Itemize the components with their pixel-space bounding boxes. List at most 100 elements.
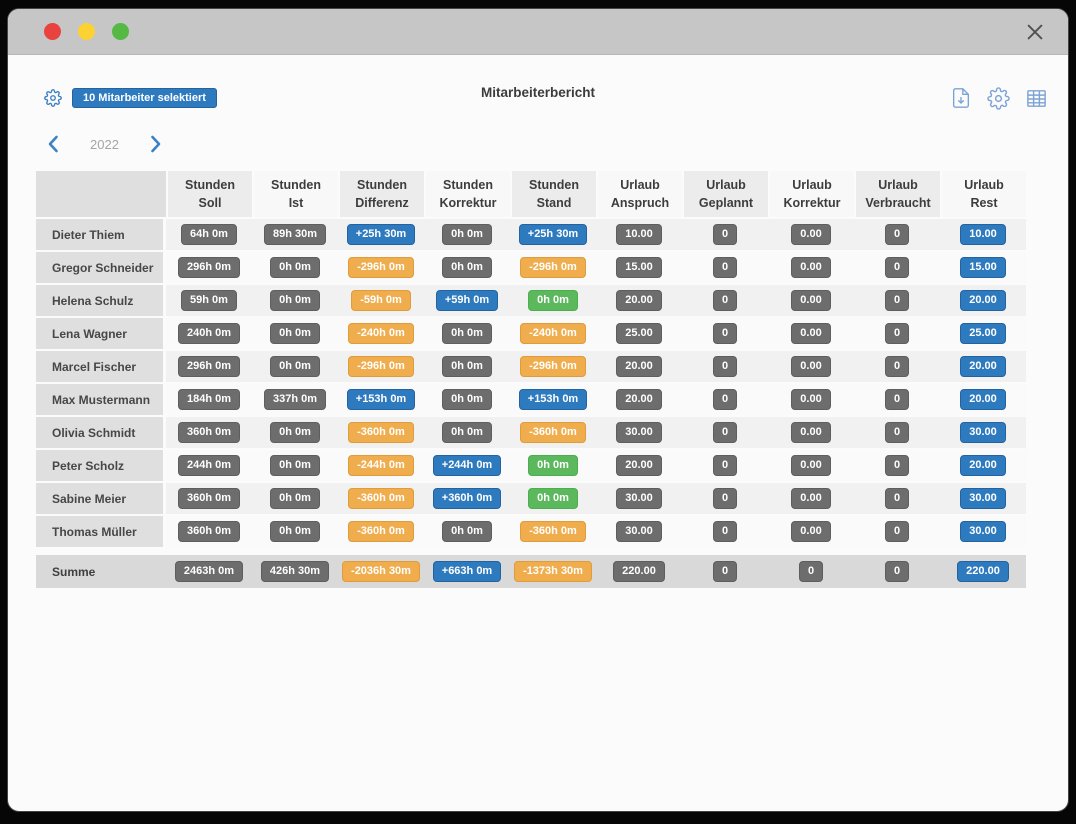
table-cell: 360h 0m <box>166 483 252 514</box>
table-cell: 0h 0m <box>424 252 510 283</box>
table-cell: 25.00 <box>596 318 682 349</box>
table-row: Dieter Thiem 64h 0m 89h 30m +25h 30m 0h 0m +2… <box>36 219 1026 250</box>
value-badge: 296h 0m <box>177 256 241 279</box>
value-badge: 0 <box>712 256 738 279</box>
traffic-light-minimize[interactable] <box>78 23 95 40</box>
column-header: Urlaub Korrektur <box>768 171 854 217</box>
value-badge: 15.00 <box>960 256 1006 279</box>
value-badge: 0.00 <box>791 355 831 378</box>
gear-icon <box>987 86 1010 110</box>
next-year-button[interactable] <box>139 131 171 157</box>
table-cell: -59h 0m <box>338 285 424 316</box>
column-header <box>36 171 166 217</box>
table-cell: 0 <box>682 219 768 250</box>
close-button[interactable] <box>1020 17 1050 47</box>
gear-icon <box>44 89 62 107</box>
table-cell: 0 <box>682 417 768 448</box>
table-cell: 89h 30m <box>252 219 338 250</box>
value-badge: 220.00 <box>957 560 1009 583</box>
value-badge: 184h 0m <box>177 388 241 411</box>
table-cell: 0 <box>854 384 940 415</box>
previous-year-button[interactable] <box>38 131 70 157</box>
table-cell: +153h 0m <box>510 384 596 415</box>
value-badge: 0h 0m <box>442 256 492 279</box>
employee-filter-settings-button[interactable] <box>44 89 62 107</box>
table-cell: -360h 0m <box>338 417 424 448</box>
table-cell: 0 <box>854 450 940 481</box>
table-cell: 296h 0m <box>166 252 252 283</box>
table-cell: 0 <box>854 285 940 316</box>
chevron-left-icon <box>48 135 58 153</box>
value-badge: 0 <box>884 421 910 444</box>
value-badge: 0 <box>712 223 738 246</box>
value-badge: 0.00 <box>791 256 831 279</box>
value-badge: -1373h 30m <box>514 560 592 583</box>
traffic-light-zoom[interactable] <box>112 23 129 40</box>
column-header: Stunden Soll <box>166 171 252 217</box>
report-settings-button[interactable] <box>987 86 1010 110</box>
table-cell: 0h 0m <box>424 417 510 448</box>
table-cell: 0 <box>854 483 940 514</box>
table-cell: -296h 0m <box>338 351 424 382</box>
value-badge: 20.00 <box>960 454 1006 477</box>
table-cell: 0.00 <box>768 483 854 514</box>
sum-label: Summe <box>52 564 96 579</box>
sum-cell: 426h 30m <box>252 560 338 583</box>
table-cell: 25.00 <box>940 318 1026 349</box>
employee-name: Marcel Fischer <box>36 351 166 382</box>
value-badge: 0h 0m <box>270 421 320 444</box>
file-download-icon <box>952 88 970 108</box>
table-cell: -296h 0m <box>510 252 596 283</box>
export-button[interactable] <box>950 86 972 110</box>
traffic-light-close[interactable] <box>44 23 61 40</box>
employee-name: Sabine Meier <box>36 483 166 514</box>
column-header-line: Stunden <box>443 177 493 192</box>
table-view-button[interactable] <box>1025 87 1048 110</box>
table-cell: 0h 0m <box>252 516 338 547</box>
value-badge: 0h 0m <box>442 388 492 411</box>
column-header-line: Rest <box>970 196 998 210</box>
value-badge: 0.00 <box>791 520 831 543</box>
table-cell: 0.00 <box>768 219 854 250</box>
row-values: 296h 0m 0h 0m -296h 0m 0h 0m -296h 0m 20.00 0 0… <box>166 351 1026 382</box>
table-cell: 20.00 <box>940 450 1026 481</box>
row-values: 244h 0m 0h 0m -244h 0m +244h 0m 0h 0m 20.00 0 0… <box>166 450 1026 481</box>
value-badge: 0 <box>712 421 738 444</box>
table-cell: 0h 0m <box>424 516 510 547</box>
selected-employees-badge[interactable]: 10 Mitarbeiter selektiert <box>72 88 217 108</box>
table-cell: 296h 0m <box>166 351 252 382</box>
value-badge: 360h 0m <box>177 421 241 444</box>
value-badge: -240h 0m <box>348 322 414 345</box>
column-header-line: Anspruch <box>610 196 670 210</box>
value-badge: 0h 0m <box>528 289 578 312</box>
table-cell: 0 <box>682 351 768 382</box>
column-header-line: Stand <box>536 196 572 210</box>
row-values: 240h 0m 0h 0m -240h 0m 0h 0m -240h 0m 25.00 0 0… <box>166 318 1026 349</box>
table-cell: 0 <box>854 318 940 349</box>
table-cell: 360h 0m <box>166 417 252 448</box>
table-cell: 15.00 <box>596 252 682 283</box>
table-body: Dieter Thiem 64h 0m 89h 30m +25h 30m 0h 0m +2… <box>36 219 1026 547</box>
value-badge: 0.00 <box>791 322 831 345</box>
table-cell: 0 <box>682 285 768 316</box>
table-cell: +244h 0m <box>424 450 510 481</box>
value-badge: -59h 0m <box>351 289 411 312</box>
value-badge: +153h 0m <box>346 388 416 411</box>
table-cell: -296h 0m <box>338 252 424 283</box>
value-badge: 0.00 <box>791 454 831 477</box>
table-cell: 20.00 <box>940 285 1026 316</box>
value-badge: 30.00 <box>960 520 1006 543</box>
value-badge: 0 <box>884 322 910 345</box>
employee-name: Lena Wagner <box>36 318 166 349</box>
value-badge: 0h 0m <box>270 289 320 312</box>
table-cell: 30.00 <box>596 417 682 448</box>
column-header-line: Verbraucht <box>865 196 931 210</box>
table-cell: +25h 30m <box>510 219 596 250</box>
table-cell: 0h 0m <box>252 417 338 448</box>
value-badge: 0.00 <box>791 223 831 246</box>
value-badge: 59h 0m <box>181 289 237 312</box>
value-badge: 10.00 <box>960 223 1006 246</box>
table-cell: 0 <box>682 252 768 283</box>
row-values: 296h 0m 0h 0m -296h 0m 0h 0m -296h 0m 15.00 0 0… <box>166 252 1026 283</box>
employee-name: Dieter Thiem <box>36 219 166 250</box>
